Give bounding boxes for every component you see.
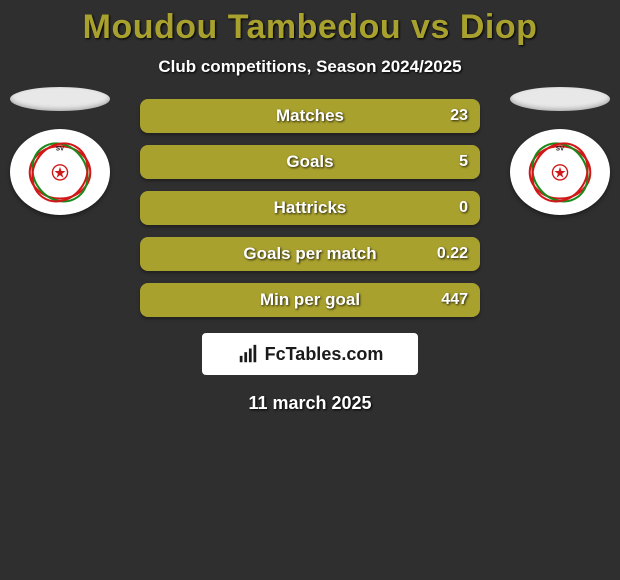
club-logo-left: SV <box>10 129 110 215</box>
stat-label: Hattricks <box>274 198 347 218</box>
stat-label: Min per goal <box>260 290 360 310</box>
stat-label: Goals <box>286 152 333 172</box>
svg-text:SV: SV <box>556 145 565 152</box>
chart-icon <box>237 343 259 365</box>
stat-value-right: 5 <box>459 153 468 171</box>
watermark: FcTables.com <box>202 333 418 375</box>
stat-row: Goals per match 0.22 <box>140 237 480 271</box>
player-right-column: SV <box>510 87 610 215</box>
player-right-ellipse <box>510 87 610 111</box>
stat-label: Goals per match <box>243 244 376 264</box>
player-left-ellipse <box>10 87 110 111</box>
stat-value-right: 0 <box>459 199 468 217</box>
stat-row: Matches 23 <box>140 99 480 133</box>
stat-value-right: 23 <box>450 107 468 125</box>
svg-text:SV: SV <box>56 145 65 152</box>
stat-row: Hattricks 0 <box>140 191 480 225</box>
watermark-text: FcTables.com <box>265 344 384 365</box>
stat-value-right: 447 <box>441 291 468 309</box>
date-label: 11 march 2025 <box>0 393 620 414</box>
page-title: Moudou Tambedou vs Diop <box>0 8 620 47</box>
club-crest-icon: SV <box>520 138 600 207</box>
stats-rows: Matches 23 Goals 5 Hattricks 0 Goals per match… <box>140 99 480 317</box>
stat-value-right: 0.22 <box>437 245 468 263</box>
player-left-column: SV <box>10 87 110 215</box>
stat-label: Matches <box>276 106 344 126</box>
club-crest-icon: SV <box>20 138 100 207</box>
stat-row: Min per goal 447 <box>140 283 480 317</box>
stat-row: Goals 5 <box>140 145 480 179</box>
club-logo-right: SV <box>510 129 610 215</box>
stats-area: SV SV Matches 23 Goals 5 Hattricks 0 Goals per… <box>0 99 620 317</box>
subtitle: Club competitions, Season 2024/2025 <box>0 57 620 77</box>
